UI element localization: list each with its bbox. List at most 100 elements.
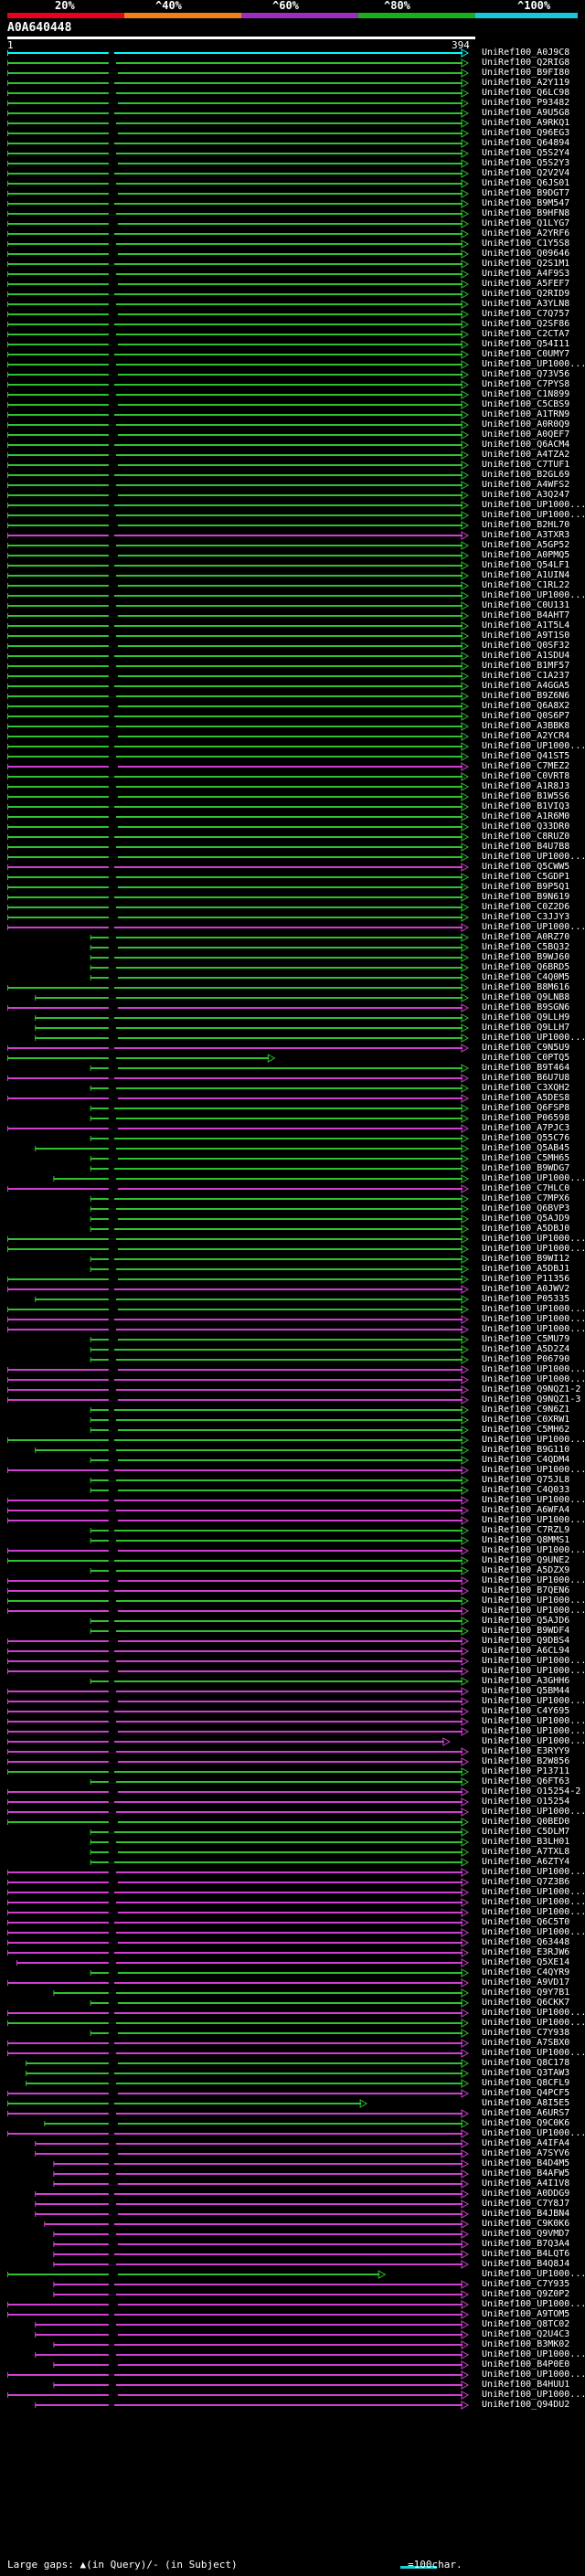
hit-bar[interactable] [7,1737,451,1746]
hit-bar[interactable] [7,380,470,389]
hit-label[interactable]: UniRef100_C4QDM4 [482,1455,570,1465]
hit-label[interactable]: UniRef100_Q2SF86 [482,319,570,329]
hit-label[interactable]: UniRef100_A4F9S3 [482,269,570,279]
hit-bar[interactable] [7,2089,470,2098]
hit-label[interactable]: UniRef100_B9P5Q1 [482,882,570,892]
hit-bar[interactable] [53,2240,470,2249]
hit-label[interactable]: UniRef100_Q6FSP8 [482,1103,570,1113]
hit-bar[interactable] [53,1988,470,1998]
hit-label[interactable]: UniRef100_B9T464 [482,1063,570,1073]
hit-bar[interactable] [7,1717,470,1726]
hit-label[interactable]: UniRef100_Q63448 [482,1937,570,1947]
hit-label[interactable]: UniRef100_B3MK02 [482,2339,570,2349]
hit-label[interactable]: UniRef100_B4HUU1 [482,2380,570,2390]
hit-label[interactable]: UniRef100_UP1000... [482,1435,585,1445]
hit-bar[interactable] [7,79,470,88]
hit-label[interactable]: UniRef100_A9TOM5 [482,2309,570,2319]
hit-bar[interactable] [7,1606,470,1616]
hit-bar[interactable] [7,2109,470,2118]
hit-bar[interactable] [7,712,470,721]
hit-bar[interactable] [35,2189,470,2199]
hit-label[interactable]: UniRef100_A4IFA4 [482,2138,570,2148]
hit-label[interactable]: UniRef100_A4GGA5 [482,681,570,691]
hit-label[interactable]: UniRef100_UP1000... [482,1867,585,1877]
hit-label[interactable]: UniRef100_A0R0Q9 [482,419,570,429]
hit-label[interactable]: UniRef100_Q8CFL9 [482,2078,570,2088]
hit-bar[interactable] [7,370,470,379]
hit-bar[interactable] [7,1697,470,1706]
hit-label[interactable]: UniRef100_A5GP52 [482,540,570,550]
hit-bar[interactable] [90,1194,470,1203]
hit-label[interactable]: UniRef100_B2W856 [482,1756,570,1766]
hit-bar[interactable] [7,1727,470,1736]
hit-bar[interactable] [7,2310,470,2319]
hit-bar[interactable] [53,2290,470,2299]
hit-bar[interactable] [7,300,470,309]
hit-label[interactable]: UniRef100_C7TUF1 [482,460,570,470]
hit-label[interactable]: UniRef100_UP1000... [482,1595,585,1606]
hit-bar[interactable] [7,531,470,540]
hit-bar[interactable] [7,390,470,399]
hit-label[interactable]: UniRef100_B9Z6N6 [482,691,570,701]
hit-bar[interactable] [7,802,470,811]
hit-bar[interactable] [90,1164,470,1173]
hit-label[interactable]: UniRef100_Q0BED0 [482,1817,570,1827]
hit-bar[interactable] [7,883,470,892]
hit-label[interactable]: UniRef100_B4LQT6 [482,2249,570,2259]
hit-bar[interactable] [7,410,470,419]
hit-label[interactable]: UniRef100_B1VIQ3 [482,801,570,811]
hit-bar[interactable] [7,430,470,440]
hit-bar[interactable] [53,1174,470,1183]
hit-label[interactable]: UniRef100_A3YLN8 [482,299,570,309]
hit-bar[interactable] [7,420,470,429]
hit-label[interactable]: UniRef100_UP1000... [482,1465,585,1475]
hit-bar[interactable] [35,2350,470,2359]
hit-bar[interactable] [53,2179,470,2189]
hit-bar[interactable] [7,1094,470,1103]
hit-bar[interactable] [90,1486,470,1495]
hit-label[interactable]: UniRef100_Q9Y7B1 [482,1988,570,1998]
hit-label[interactable]: UniRef100_UP1000... [482,2349,585,2359]
hit-bar[interactable] [7,1235,470,1244]
hit-label[interactable]: UniRef100_A0PMQ5 [482,550,570,560]
hit-label[interactable]: UniRef100_A7SYV6 [482,2148,570,2158]
hit-label[interactable]: UniRef100_UP1000... [482,1324,585,1334]
hit-bar[interactable] [7,149,470,158]
hit-label[interactable]: UniRef100_C8RUZ0 [482,832,570,842]
hit-bar[interactable] [35,2200,470,2209]
hit-bar[interactable] [7,1436,470,1445]
hit-bar[interactable] [7,692,470,701]
hit-label[interactable]: UniRef100_UP1000... [482,1716,585,1726]
hit-label[interactable]: UniRef100_UP1000... [482,1736,585,1746]
hit-bar[interactable] [35,2401,470,2410]
hit-bar[interactable] [90,1355,470,1364]
hit-label[interactable]: UniRef100_A3GHH6 [482,1676,570,1686]
hit-bar[interactable] [7,1747,470,1756]
hit-bar[interactable] [7,320,470,329]
hit-label[interactable]: UniRef100_Q96EG3 [482,128,570,138]
hit-label[interactable]: UniRef100_Q33DR0 [482,822,570,832]
hit-bar[interactable] [7,1978,470,1988]
hit-label[interactable]: UniRef100_Q2V2V4 [482,168,570,178]
hit-label[interactable]: UniRef100_C7RZL9 [482,1525,570,1535]
hit-label[interactable]: UniRef100_B9G110 [482,1445,570,1455]
hit-bar[interactable] [7,551,470,560]
hit-bar[interactable] [35,2320,470,2329]
hit-bar[interactable] [7,1757,470,1766]
hit-label[interactable]: UniRef100_C7PYS8 [482,379,570,389]
hit-bar[interactable] [44,2119,470,2128]
hit-bar[interactable] [7,752,470,761]
hit-label[interactable]: UniRef100_Q54I11 [482,339,570,349]
hit-label[interactable]: UniRef100_C1N899 [482,389,570,399]
hit-bar[interactable] [90,2029,470,2038]
hit-bar[interactable] [7,1466,470,1475]
hit-bar[interactable] [90,1064,470,1073]
hit-label[interactable]: UniRef100_A5DZX9 [482,1565,570,1575]
hit-bar[interactable] [7,913,470,922]
hit-bar[interactable] [7,2009,470,2018]
hit-label[interactable]: UniRef100_UP1000... [482,1173,585,1183]
hit-label[interactable]: UniRef100_Q9Z0P2 [482,2289,570,2299]
hit-label[interactable]: UniRef100_Q55C76 [482,1133,570,1143]
hit-label[interactable]: UniRef100_A0QEF7 [482,429,570,440]
hit-bar[interactable] [7,1506,470,1515]
